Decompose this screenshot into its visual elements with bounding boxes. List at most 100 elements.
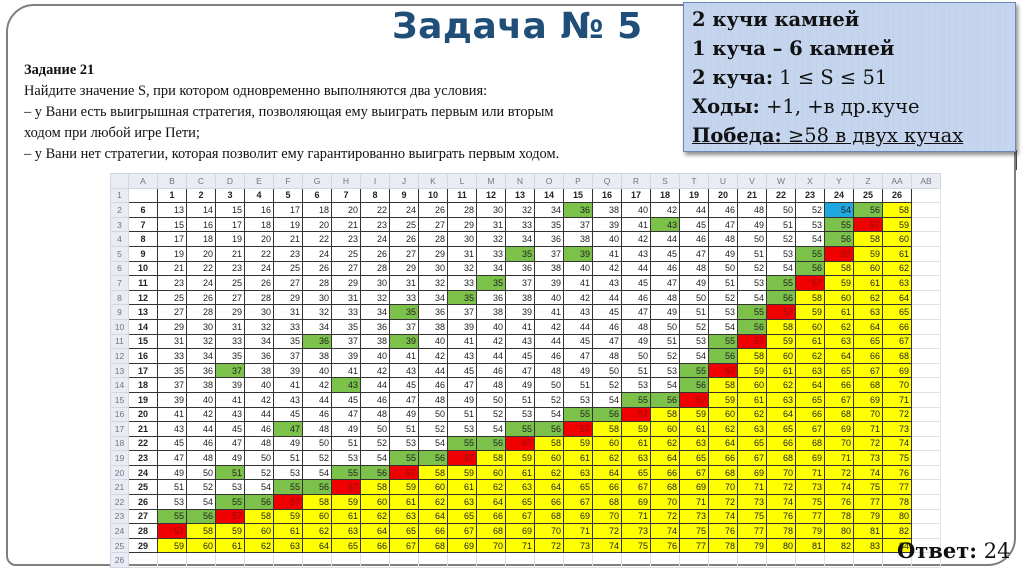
cell[interactable]: 32 [418,275,448,291]
cell[interactable]: 26 [360,245,390,262]
cell[interactable]: 56 [824,231,854,247]
cell[interactable]: 43 [447,348,477,364]
cell[interactable]: 77 [853,494,883,510]
cell[interactable]: 35 [389,304,419,320]
cell[interactable]: 63 [824,333,854,350]
cell[interactable]: 57 [447,450,477,466]
cell[interactable]: 60 [737,377,767,393]
cell[interactable]: 17 [157,231,187,247]
column-header[interactable]: D [215,173,245,189]
cell[interactable]: 30 [418,260,448,277]
cell[interactable]: 37 [331,333,361,350]
column-header[interactable]: U [708,173,738,189]
row-value-header[interactable]: 14 [128,318,158,335]
cell[interactable]: 67 [389,537,419,554]
cell[interactable]: 80 [766,537,796,554]
cell[interactable]: 56 [360,464,390,481]
cell[interactable]: 62 [476,479,506,496]
cell[interactable]: 59 [447,464,477,481]
cell[interactable]: 79 [853,508,883,525]
column-value-header[interactable]: 11 [447,187,477,204]
cell[interactable]: 55 [824,216,854,233]
cell[interactable]: 30 [476,202,506,218]
row-header[interactable]: 20 [110,464,129,481]
cell[interactable] [911,435,941,452]
cell[interactable]: 41 [273,377,303,393]
cell[interactable]: 70 [766,464,796,481]
cell[interactable]: 55 [447,435,477,452]
column-value-header[interactable]: 19 [679,187,709,204]
cell[interactable]: 40 [534,289,564,306]
cell[interactable] [708,552,738,569]
cell[interactable]: 27 [331,260,361,277]
cell[interactable]: 75 [853,479,883,496]
column-value-header[interactable]: 6 [302,187,332,204]
cell[interactable]: 77 [737,523,767,539]
row-value-header[interactable]: 24 [128,464,158,481]
cell[interactable]: 54 [476,421,506,437]
cell[interactable] [911,464,941,481]
cell[interactable]: 49 [708,245,738,262]
cell[interactable]: 45 [621,275,651,291]
cell[interactable]: 25 [157,289,187,306]
cell[interactable]: 42 [592,260,622,277]
row-value-header[interactable]: 21 [128,421,158,437]
cell[interactable]: 62 [708,421,738,437]
cell[interactable]: 59 [853,245,883,262]
cell[interactable]: 39 [389,333,419,350]
cell[interactable]: 68 [708,464,738,481]
cell[interactable] [911,479,941,496]
cell[interactable]: 39 [157,391,187,408]
cell[interactable]: 48 [418,391,448,408]
cell[interactable]: 24 [360,231,390,247]
cell[interactable]: 51 [447,406,477,423]
cell[interactable]: 55 [505,421,535,437]
cell[interactable] [592,552,622,569]
cell[interactable]: 58 [244,508,274,525]
cell[interactable]: 51 [621,362,651,379]
cell[interactable]: 46 [302,406,332,423]
cell[interactable]: 47 [389,391,419,408]
cell[interactable]: 46 [708,202,738,218]
cell[interactable]: 19 [157,245,187,262]
cell[interactable]: 28 [186,304,216,320]
cell[interactable]: 62 [592,450,622,466]
cell[interactable]: 64 [853,318,883,335]
cell[interactable]: 34 [418,289,448,306]
cell[interactable]: 51 [389,421,419,437]
cell[interactable]: 74 [650,523,680,539]
cell[interactable]: 73 [563,537,593,554]
cell[interactable]: 44 [621,260,651,277]
cell[interactable]: 54 [766,260,796,277]
cell[interactable]: 43 [273,391,303,408]
row-header[interactable]: 6 [110,260,129,277]
cell[interactable]: 61 [795,333,825,350]
cell[interactable]: 66 [766,435,796,452]
cell[interactable]: 60 [244,523,274,539]
row-header[interactable]: 21 [110,479,129,496]
cell[interactable]: 62 [795,348,825,364]
cell[interactable]: 49 [621,333,651,350]
cell[interactable]: 65 [795,391,825,408]
cell[interactable]: 47 [273,421,303,437]
row-value-header[interactable]: 25 [128,479,158,496]
cell[interactable]: 49 [679,275,709,291]
cell[interactable]: 30 [360,275,390,291]
column-header[interactable]: B [157,173,187,189]
column-header[interactable]: W [766,173,796,189]
cell[interactable]: 58 [418,464,448,481]
cell[interactable]: 56 [853,202,883,218]
column-value-header[interactable]: 12 [476,187,506,204]
column-value-header[interactable]: 22 [766,187,796,204]
cell[interactable]: 59 [708,391,738,408]
cell[interactable]: 47 [650,275,680,291]
cell[interactable]: 84 [882,537,912,554]
cell[interactable]: 57 [215,508,245,525]
cell[interactable]: 25 [215,275,245,291]
cell[interactable]: 26 [244,275,274,291]
cell[interactable]: 33 [389,289,419,306]
column-value-header[interactable]: 5 [273,187,303,204]
cell[interactable]: 45 [679,216,709,233]
cell[interactable]: 26 [186,289,216,306]
cell[interactable]: 66 [592,479,622,496]
